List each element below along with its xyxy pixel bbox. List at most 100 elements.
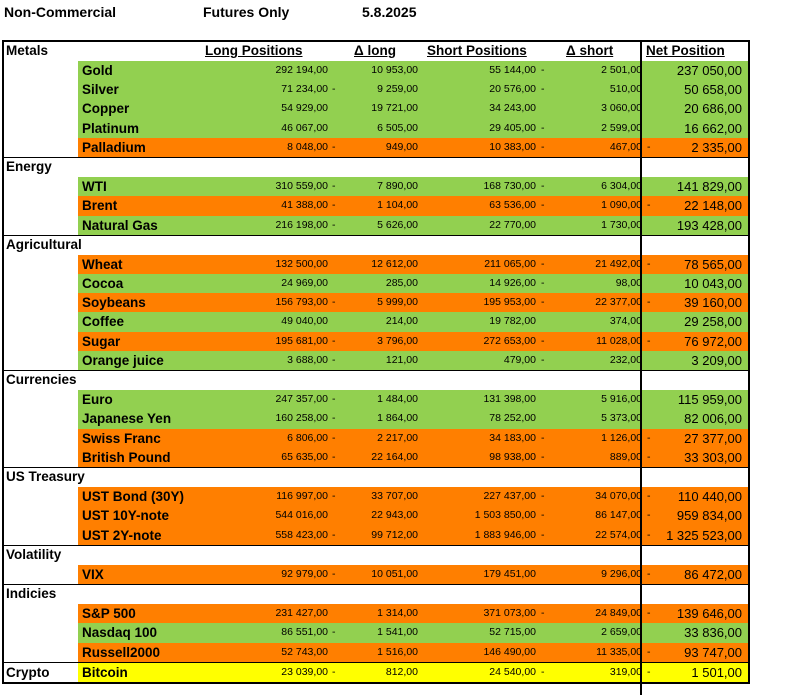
delta-short: 1 730,00 [601, 218, 642, 231]
section-label: Metals [6, 43, 49, 58]
row-label-cell [4, 80, 78, 100]
delta-short: 2 599,00 [601, 121, 642, 134]
net-column-divider [640, 40, 642, 695]
net-position: 193 428,00 [676, 217, 742, 233]
delta-long-sign: - [332, 528, 336, 541]
section-label: Crypto [6, 664, 50, 680]
column-header-net: Net Position [646, 43, 725, 58]
instrument-name: British Pound [82, 449, 171, 465]
delta-short-sign: - [541, 450, 545, 463]
row-label-cell [4, 293, 78, 313]
header-subtitle: Futures Only [203, 4, 290, 20]
sheet-header: Non-Commercial Futures Only 5.8.2025 [0, 0, 802, 40]
delta-short: 6 304,00 [601, 180, 642, 193]
delta-short-sign: - [541, 528, 545, 541]
row-label-cell [4, 312, 78, 332]
row-label-cell [4, 331, 78, 351]
delta-long: 6 505,00 [377, 121, 418, 134]
net-position: 86 472,00 [684, 566, 742, 582]
delta-short: 11 028,00 [596, 334, 642, 347]
delta-short: 2 659,00 [601, 626, 642, 639]
delta-long: 1 864,00 [377, 412, 418, 425]
delta-short: 22 377,00 [595, 296, 642, 309]
delta-long-sign: - [332, 140, 336, 153]
long-positions: 46 067,00 [281, 121, 328, 134]
short-positions: 272 653,00 [483, 334, 536, 347]
column-header-dshort: Δ short [566, 43, 614, 58]
instrument-name: Swiss Franc [82, 430, 161, 446]
section-label: Volatility [6, 546, 62, 562]
row-label-cell [4, 506, 78, 526]
delta-long-sign: - [332, 180, 336, 193]
row-label-cell [4, 428, 78, 448]
net-position: 141 829,00 [676, 179, 742, 195]
net-position-sign: - [647, 334, 651, 347]
delta-short-sign: - [541, 64, 545, 76]
net-position: 3 209,00 [691, 352, 742, 368]
header-title: Non-Commercial [4, 4, 117, 20]
long-positions: 71 234,00 [281, 83, 328, 96]
table-row: UST 10Y-note 544 016,00 22 943,00 1 503 850… [4, 506, 748, 526]
net-position: 39 160,00 [684, 295, 742, 311]
short-positions: 24 540,00 [489, 665, 536, 678]
delta-short-sign: - [541, 83, 545, 96]
instrument-name: Brent [82, 198, 118, 214]
net-position-sign: - [647, 450, 651, 463]
delta-short-sign: - [541, 277, 545, 290]
instrument-name: Natural Gas [82, 217, 158, 233]
table-row: Soybeans 156 793,00 5 999,00 195 953,00 22 3… [4, 293, 748, 313]
long-positions: 41 388,00 [281, 199, 328, 212]
table-row: Palladium 8 048,00 949,00 10 383,00 467,00 2 … [4, 137, 748, 157]
delta-short: 1 090,00 [601, 199, 642, 212]
delta-long-sign: - [332, 334, 336, 347]
delta-short: 22 574,00 [595, 528, 642, 541]
table-row: Orange juice 3 688,00 121,00 479,00 232,00 3 … [4, 350, 748, 370]
table-row: Platinum 46 067,00 6 505,00 29 405,00 2 599,… [4, 118, 748, 138]
delta-short-sign: - [541, 607, 545, 620]
delta-long-sign: - [332, 450, 336, 463]
delta-short-sign: - [541, 257, 545, 270]
net-position-sign: - [647, 528, 651, 541]
instrument-name: Nasdaq 100 [82, 625, 158, 641]
instrument-name: Orange juice [82, 352, 164, 368]
net-position-sign: - [647, 567, 651, 580]
delta-long: 3 796,00 [377, 334, 418, 347]
net-position: 33 836,00 [684, 625, 742, 641]
table-row: Copper 54 929,00 19 721,00 34 243,00 3 060,0… [4, 99, 748, 119]
short-positions: 78 252,00 [489, 412, 536, 425]
delta-short-sign: - [541, 665, 545, 678]
long-positions: 52 743,00 [281, 645, 328, 658]
row-label-cell [4, 390, 78, 410]
delta-short: 1 126,00 [601, 431, 642, 444]
instrument-name: Bitcoin [82, 664, 128, 680]
net-position: 16 662,00 [684, 120, 742, 136]
net-position-sign: - [647, 509, 651, 522]
instrument-name: Euro [82, 392, 113, 408]
net-position: 115 959,00 [677, 392, 742, 408]
delta-long: 9 259,00 [377, 83, 418, 96]
positions-table: Metals Long Positions Δ long Short Position… [2, 40, 750, 684]
table-row: Nasdaq 100 86 551,00 1 541,00 52 715,00 2 65… [4, 623, 748, 643]
row-label-cell [4, 137, 78, 157]
instrument-name: Cocoa [82, 276, 124, 292]
table-row: S&P 500 231 427,00 1 314,00 371 073,00 24 84… [4, 604, 748, 624]
long-positions: 231 427,00 [275, 607, 328, 620]
delta-short-sign: - [541, 334, 545, 347]
table-row: Silver 71 234,00 9 259,00 20 576,00 510,00 50… [4, 80, 748, 100]
instrument-name: Silver [82, 82, 119, 98]
delta-long-sign: - [332, 199, 336, 212]
row-label-cell [4, 118, 78, 138]
row-label-cell [4, 525, 78, 545]
long-positions: 24 969,00 [281, 277, 328, 290]
delta-short: 319,00 [609, 665, 642, 678]
short-positions: 55 144,00 [489, 64, 536, 76]
net-position: 110 440,00 [677, 489, 742, 505]
table-row: Brent 41 388,00 1 104,00 63 536,00 1 090,00 2… [4, 196, 748, 216]
row-label-cell [4, 274, 78, 294]
delta-short: 34 070,00 [595, 490, 642, 503]
delta-long: 285,00 [385, 277, 418, 290]
instrument-name: Japanese Yen [82, 411, 172, 427]
net-position: 1 325 523,00 [666, 527, 742, 543]
column-header-row: Metals Long Positions Δ long Short Position… [4, 40, 748, 61]
delta-long: 1 104,00 [377, 199, 418, 212]
